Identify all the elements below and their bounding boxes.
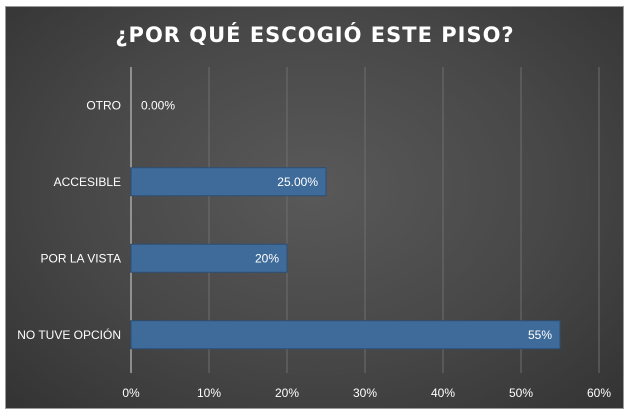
category-label: NO TUVE OPCIÓN [17,327,121,342]
x-tick-label: 50% [509,386,533,400]
chart-frame: ¿POR QUÉ ESCOGIÓ ESTE PISO? 0% 10% 20% 30% 4… [5,6,624,409]
data-label: 20% [255,251,279,265]
grid-layer [130,67,600,373]
bar-1 [130,167,327,197]
x-tick-label: 20% [275,386,299,400]
data-label: 25.00% [277,175,318,189]
bar-3 [130,320,561,350]
x-tick-label: 60% [587,386,611,400]
label-layer: 0% 10% 20% 30% 40% 50% 60% OTRO 0.00% ACCESIBLE 25… [17,98,611,400]
x-tick-label: 10% [197,386,221,400]
category-label: POR LA VISTA [41,251,121,265]
category-label: ACCESIBLE [54,175,121,189]
category-label: OTRO [86,98,121,112]
data-label: 0.00% [141,98,175,112]
data-label: 55% [528,328,552,342]
bar-2 [130,243,288,273]
x-tick-label: 0% [122,386,140,400]
chart-title: ¿POR QUÉ ESCOGIÓ ESTE PISO? [115,22,514,47]
x-tick-label: 40% [431,386,455,400]
x-tick-label: 30% [353,386,377,400]
chart-svg: ¿POR QUÉ ESCOGIÓ ESTE PISO? 0% 10% 20% 30% 4… [17,22,611,400]
bar-layer [130,167,561,350]
